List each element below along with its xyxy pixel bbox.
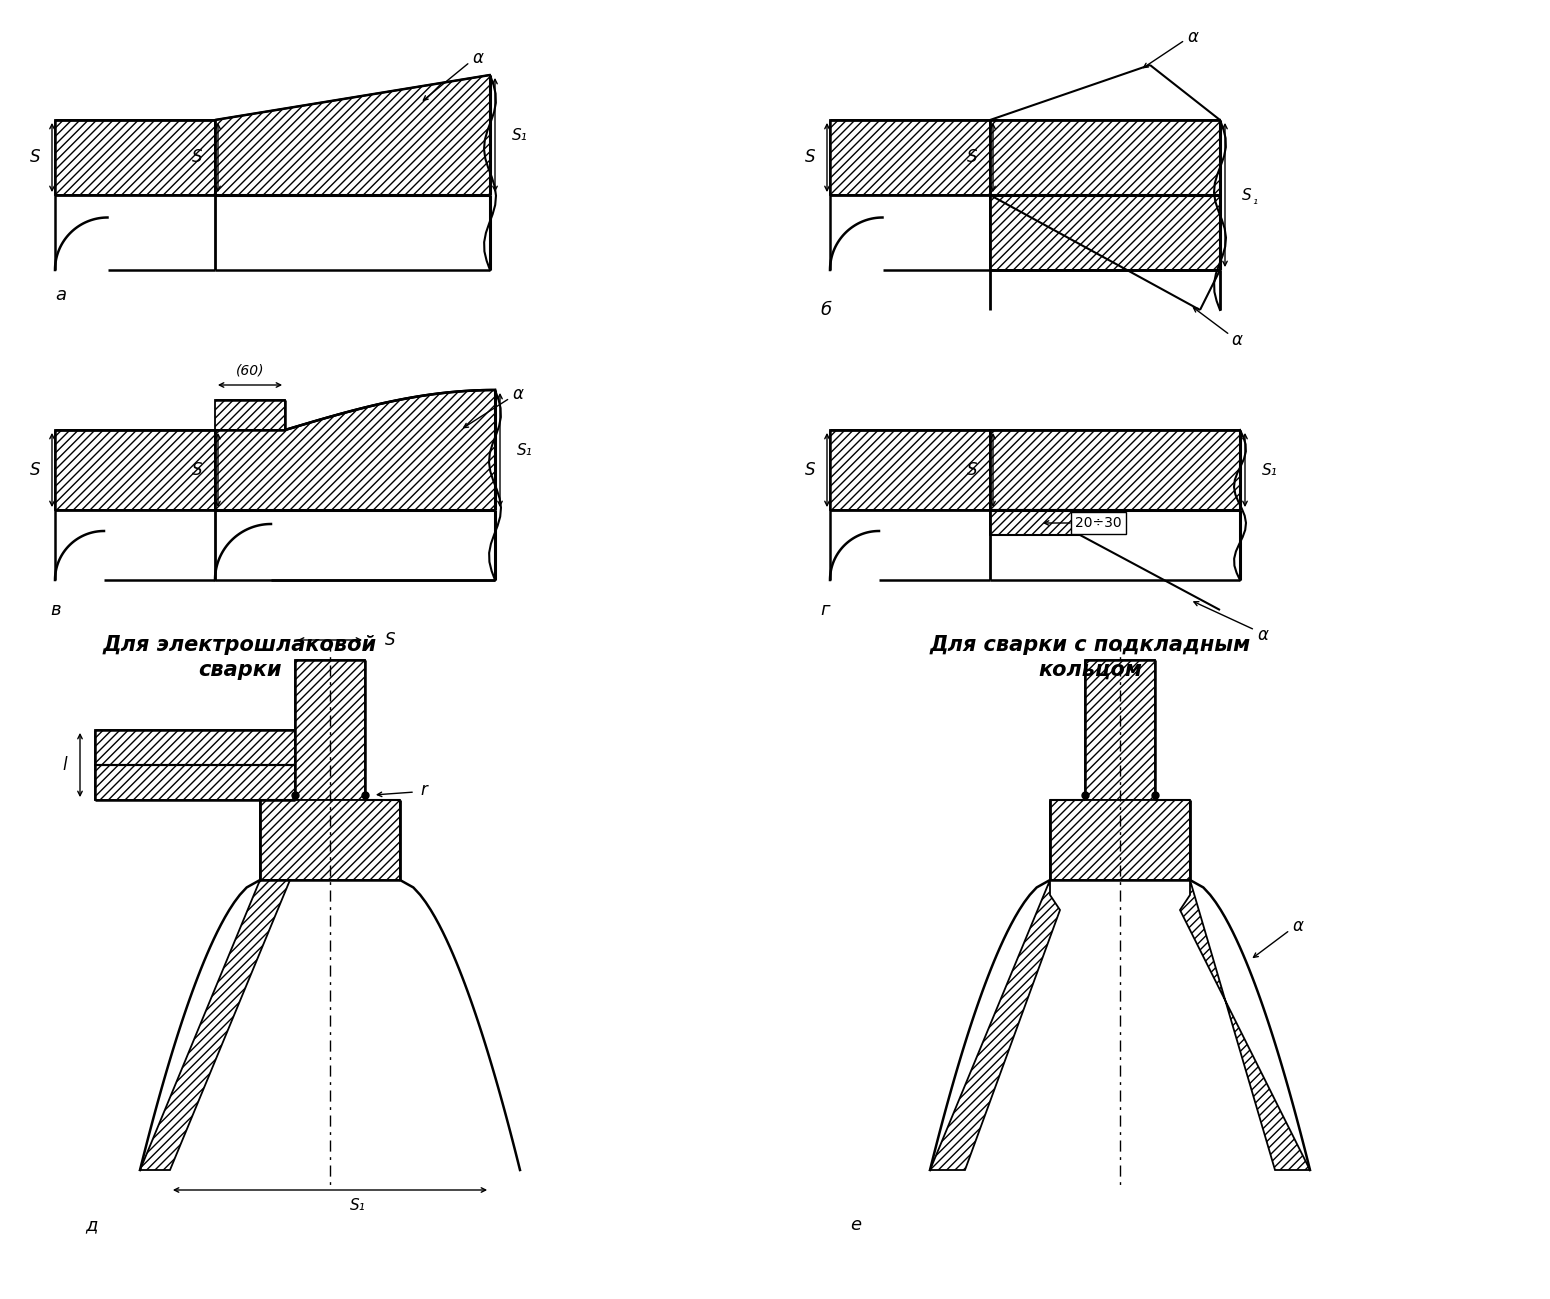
Text: е: е [849,1216,862,1234]
Polygon shape [829,430,990,511]
Polygon shape [54,430,215,511]
Polygon shape [215,390,494,511]
Text: ₁: ₁ [1252,194,1257,207]
Polygon shape [95,765,294,800]
Text: S₁: S₁ [512,127,527,143]
Text: S: S [967,148,976,166]
Polygon shape [990,120,1220,195]
Text: S: S [29,148,40,166]
Text: α: α [1187,29,1200,45]
Polygon shape [294,660,364,800]
Text: S: S [967,461,976,479]
Polygon shape [990,430,1240,511]
Text: S: S [29,461,40,479]
Text: S: S [1242,187,1252,203]
Text: S: S [192,461,202,479]
Text: а: а [54,286,67,304]
Text: сварки: сварки [198,660,282,679]
Text: 20÷30: 20÷30 [1076,516,1122,530]
Text: α: α [1293,917,1304,935]
Polygon shape [260,800,400,879]
Text: г: г [820,601,829,620]
Polygon shape [215,75,490,195]
Text: r: r [420,781,426,799]
Text: Для сварки с подкладным: Для сварки с подкладным [930,635,1251,655]
Text: S₁: S₁ [350,1198,366,1212]
Text: S: S [192,148,202,166]
Text: д: д [85,1216,98,1234]
Polygon shape [930,879,1060,1170]
Text: α: α [1259,626,1269,644]
Text: S: S [384,631,395,650]
Text: S: S [804,461,815,479]
Polygon shape [1049,800,1190,879]
Text: (60): (60) [236,362,264,377]
Polygon shape [54,120,215,195]
Polygon shape [1085,660,1155,800]
Text: α: α [1232,331,1243,349]
Polygon shape [990,195,1220,270]
Polygon shape [140,879,290,1170]
Text: S₁: S₁ [1262,462,1277,478]
Polygon shape [990,511,1080,535]
Text: l: l [62,756,67,774]
Text: α: α [473,49,484,68]
Polygon shape [1180,879,1310,1170]
Text: S: S [804,148,815,166]
Text: α: α [513,385,524,403]
Text: кольцом: кольцом [1038,660,1142,679]
Text: S₁: S₁ [518,443,533,457]
Polygon shape [215,400,285,430]
Text: б: б [820,301,831,320]
Polygon shape [829,120,990,195]
Polygon shape [95,730,294,765]
Text: Для электрошлаковой: Для электрошлаковой [102,635,377,655]
Text: в: в [50,601,60,620]
